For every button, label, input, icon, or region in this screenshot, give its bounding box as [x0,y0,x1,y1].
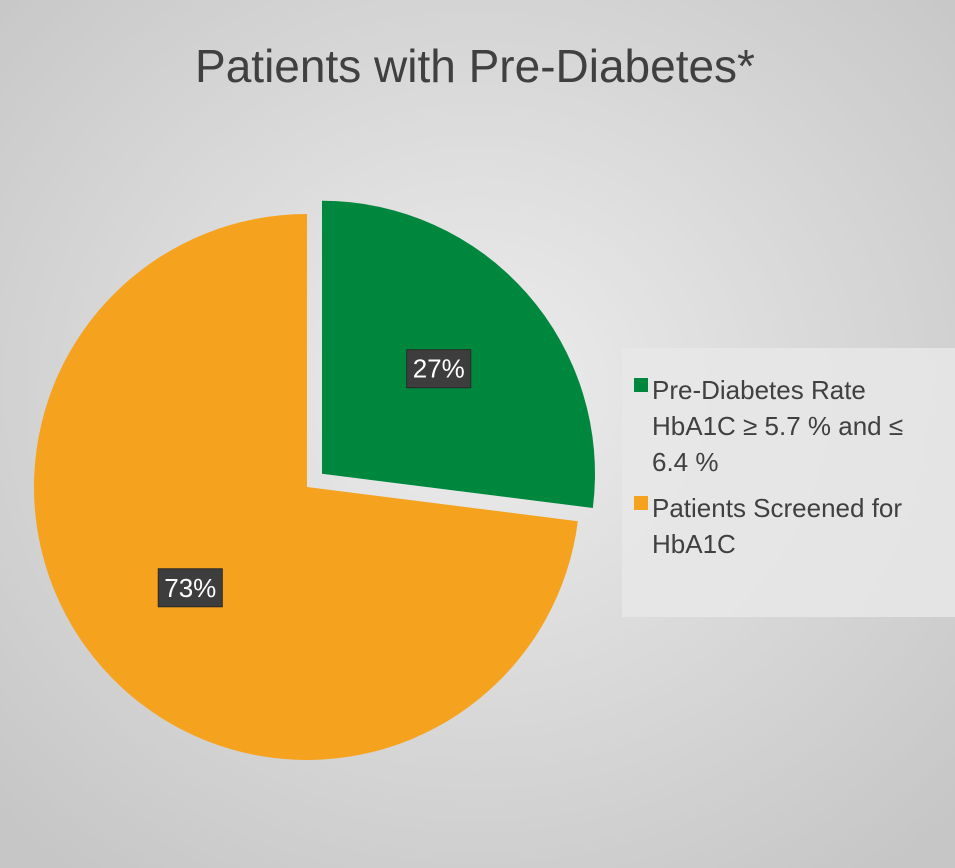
data-label: 27% [413,354,465,384]
legend: Pre-Diabetes Rate HbA1C ≥ 5.7 % and ≤ 6.… [622,348,955,617]
data-label-box [157,568,223,608]
data-label: 73% [164,573,216,603]
data-label-box [406,349,472,389]
legend-label: Pre-Diabetes Rate HbA1C ≥ 5.7 % and ≤ 6.… [652,375,904,477]
legend-swatch [634,378,648,392]
legend-label: Patients Screened for HbA1C [652,493,903,559]
legend-swatch [634,496,648,510]
chart-title: Patients with Pre-Diabetes* [195,40,755,92]
pie-slice [34,214,578,760]
legend-entry: Patients Screened for HbA1C [634,490,943,562]
legend-entry: Pre-Diabetes Rate HbA1C ≥ 5.7 % and ≤ 6.… [634,372,943,480]
